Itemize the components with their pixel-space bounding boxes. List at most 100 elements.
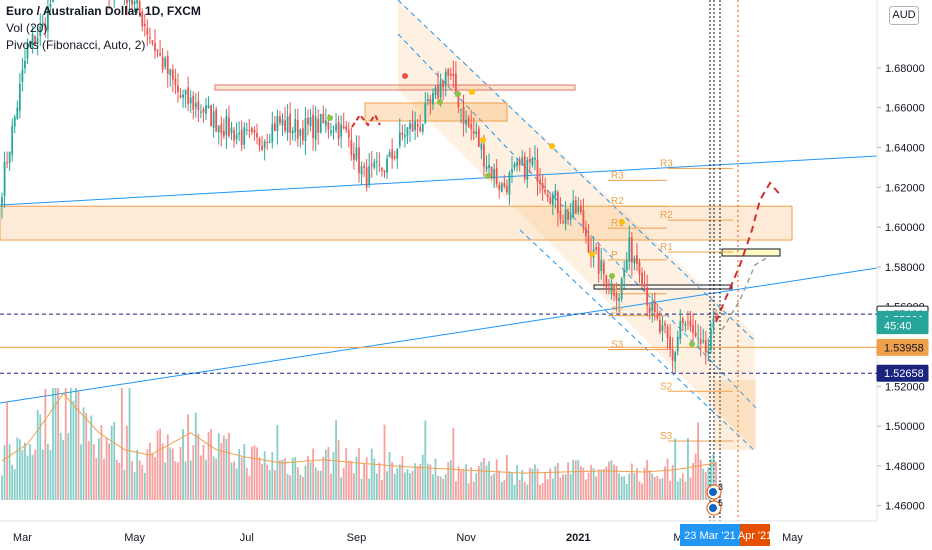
candle[interactable] [498,181,501,199]
candle[interactable] [689,310,692,332]
candle[interactable] [447,67,450,86]
candle[interactable] [475,122,478,138]
candle[interactable] [179,88,182,99]
candle[interactable] [531,156,534,168]
candle[interactable] [697,324,700,349]
signal-marker[interactable] [609,273,615,279]
candle[interactable] [49,0,52,12]
candle[interactable] [345,120,348,133]
candle[interactable] [171,64,174,93]
candle[interactable] [335,113,337,134]
candle[interactable] [220,116,223,147]
price-tag[interactable]: 1.53958 [876,338,929,356]
candle[interactable] [582,198,585,233]
candle[interactable] [131,0,133,12]
signal-marker[interactable] [480,137,486,143]
candle[interactable] [710,322,712,354]
candle[interactable] [404,123,406,148]
candle[interactable] [472,117,475,141]
candle[interactable] [210,104,212,127]
candle[interactable] [500,181,503,193]
economic-event-badge[interactable]: 5 [706,498,723,516]
time-axis[interactable] [0,521,932,550]
candle[interactable] [562,214,564,225]
candle[interactable] [235,122,238,145]
candle[interactable] [528,147,531,174]
candle[interactable] [365,158,368,192]
candle[interactable] [238,121,241,142]
candle[interactable] [309,108,312,132]
candle[interactable] [6,151,8,169]
candle[interactable] [406,126,409,144]
candle[interactable] [322,105,325,124]
candle[interactable] [470,110,473,141]
candle[interactable] [587,223,590,254]
candle[interactable] [437,71,439,101]
candle[interactable] [554,183,557,209]
candle[interactable] [388,149,391,158]
candle[interactable] [314,106,317,152]
candle[interactable] [432,88,434,111]
candle[interactable] [381,167,383,177]
candle[interactable] [248,118,251,138]
candle[interactable] [243,122,246,150]
signal-marker[interactable] [437,99,443,105]
candle[interactable] [462,94,465,137]
candle[interactable] [452,60,455,88]
candle[interactable] [495,159,498,188]
lower-trend-line[interactable] [0,267,877,404]
candle[interactable] [671,337,674,374]
candle[interactable] [557,189,559,227]
candle[interactable] [551,191,554,216]
candle[interactable] [618,293,620,313]
candle[interactable] [358,135,360,183]
consolidation-box[interactable] [364,102,508,122]
candle[interactable] [164,55,167,70]
candle[interactable] [16,100,19,121]
candle[interactable] [546,189,549,203]
signal-marker[interactable] [589,251,595,257]
candle[interactable] [449,67,452,80]
candle[interactable] [370,151,373,178]
candle[interactable] [625,252,628,273]
candle[interactable] [363,162,365,178]
candle[interactable] [444,68,447,97]
candle[interactable] [386,154,388,180]
candle[interactable] [312,105,314,151]
candle[interactable] [24,49,26,74]
upper-trend-line[interactable] [0,155,877,206]
candle[interactable] [353,142,355,170]
price-tag[interactable]: 1.52658 [876,364,929,382]
candle[interactable] [11,118,14,162]
candle[interactable] [442,79,445,100]
candle[interactable] [294,108,297,142]
candle[interactable] [485,155,488,173]
candle[interactable] [302,119,304,145]
candle[interactable] [409,119,411,142]
candle[interactable] [261,135,263,152]
candle[interactable] [702,328,705,344]
candle[interactable] [39,13,42,47]
candle[interactable] [266,133,269,151]
candle[interactable] [460,108,462,124]
candle[interactable] [205,97,207,121]
candle[interactable] [526,156,529,189]
candle[interactable] [156,49,159,58]
candle[interactable] [559,197,562,224]
candle[interactable] [136,0,139,14]
candle[interactable] [536,147,539,196]
current-date-tag[interactable]: 23 Mar '21 [680,524,740,546]
candle[interactable] [653,292,656,321]
next-date-tag[interactable]: Apr '21 [738,524,773,546]
candle[interactable] [692,313,694,346]
candle[interactable] [291,127,294,141]
candle[interactable] [602,259,605,288]
candle[interactable] [177,73,179,103]
candle[interactable] [184,89,187,108]
candle[interactable] [296,108,299,147]
candle[interactable] [299,128,302,148]
candle[interactable] [355,135,358,162]
candle[interactable] [638,258,641,284]
candle[interactable] [330,122,332,137]
candle[interactable] [643,270,646,293]
